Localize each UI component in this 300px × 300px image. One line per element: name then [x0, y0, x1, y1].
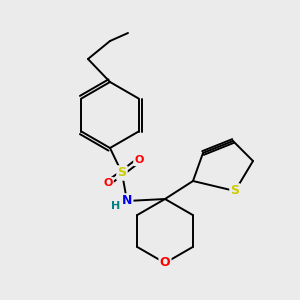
Text: O: O [134, 155, 144, 165]
Text: S: S [118, 167, 127, 179]
Text: O: O [103, 178, 113, 188]
Text: O: O [160, 256, 170, 269]
Text: H: H [111, 201, 121, 211]
Text: N: N [122, 194, 132, 208]
Text: S: S [230, 184, 239, 197]
